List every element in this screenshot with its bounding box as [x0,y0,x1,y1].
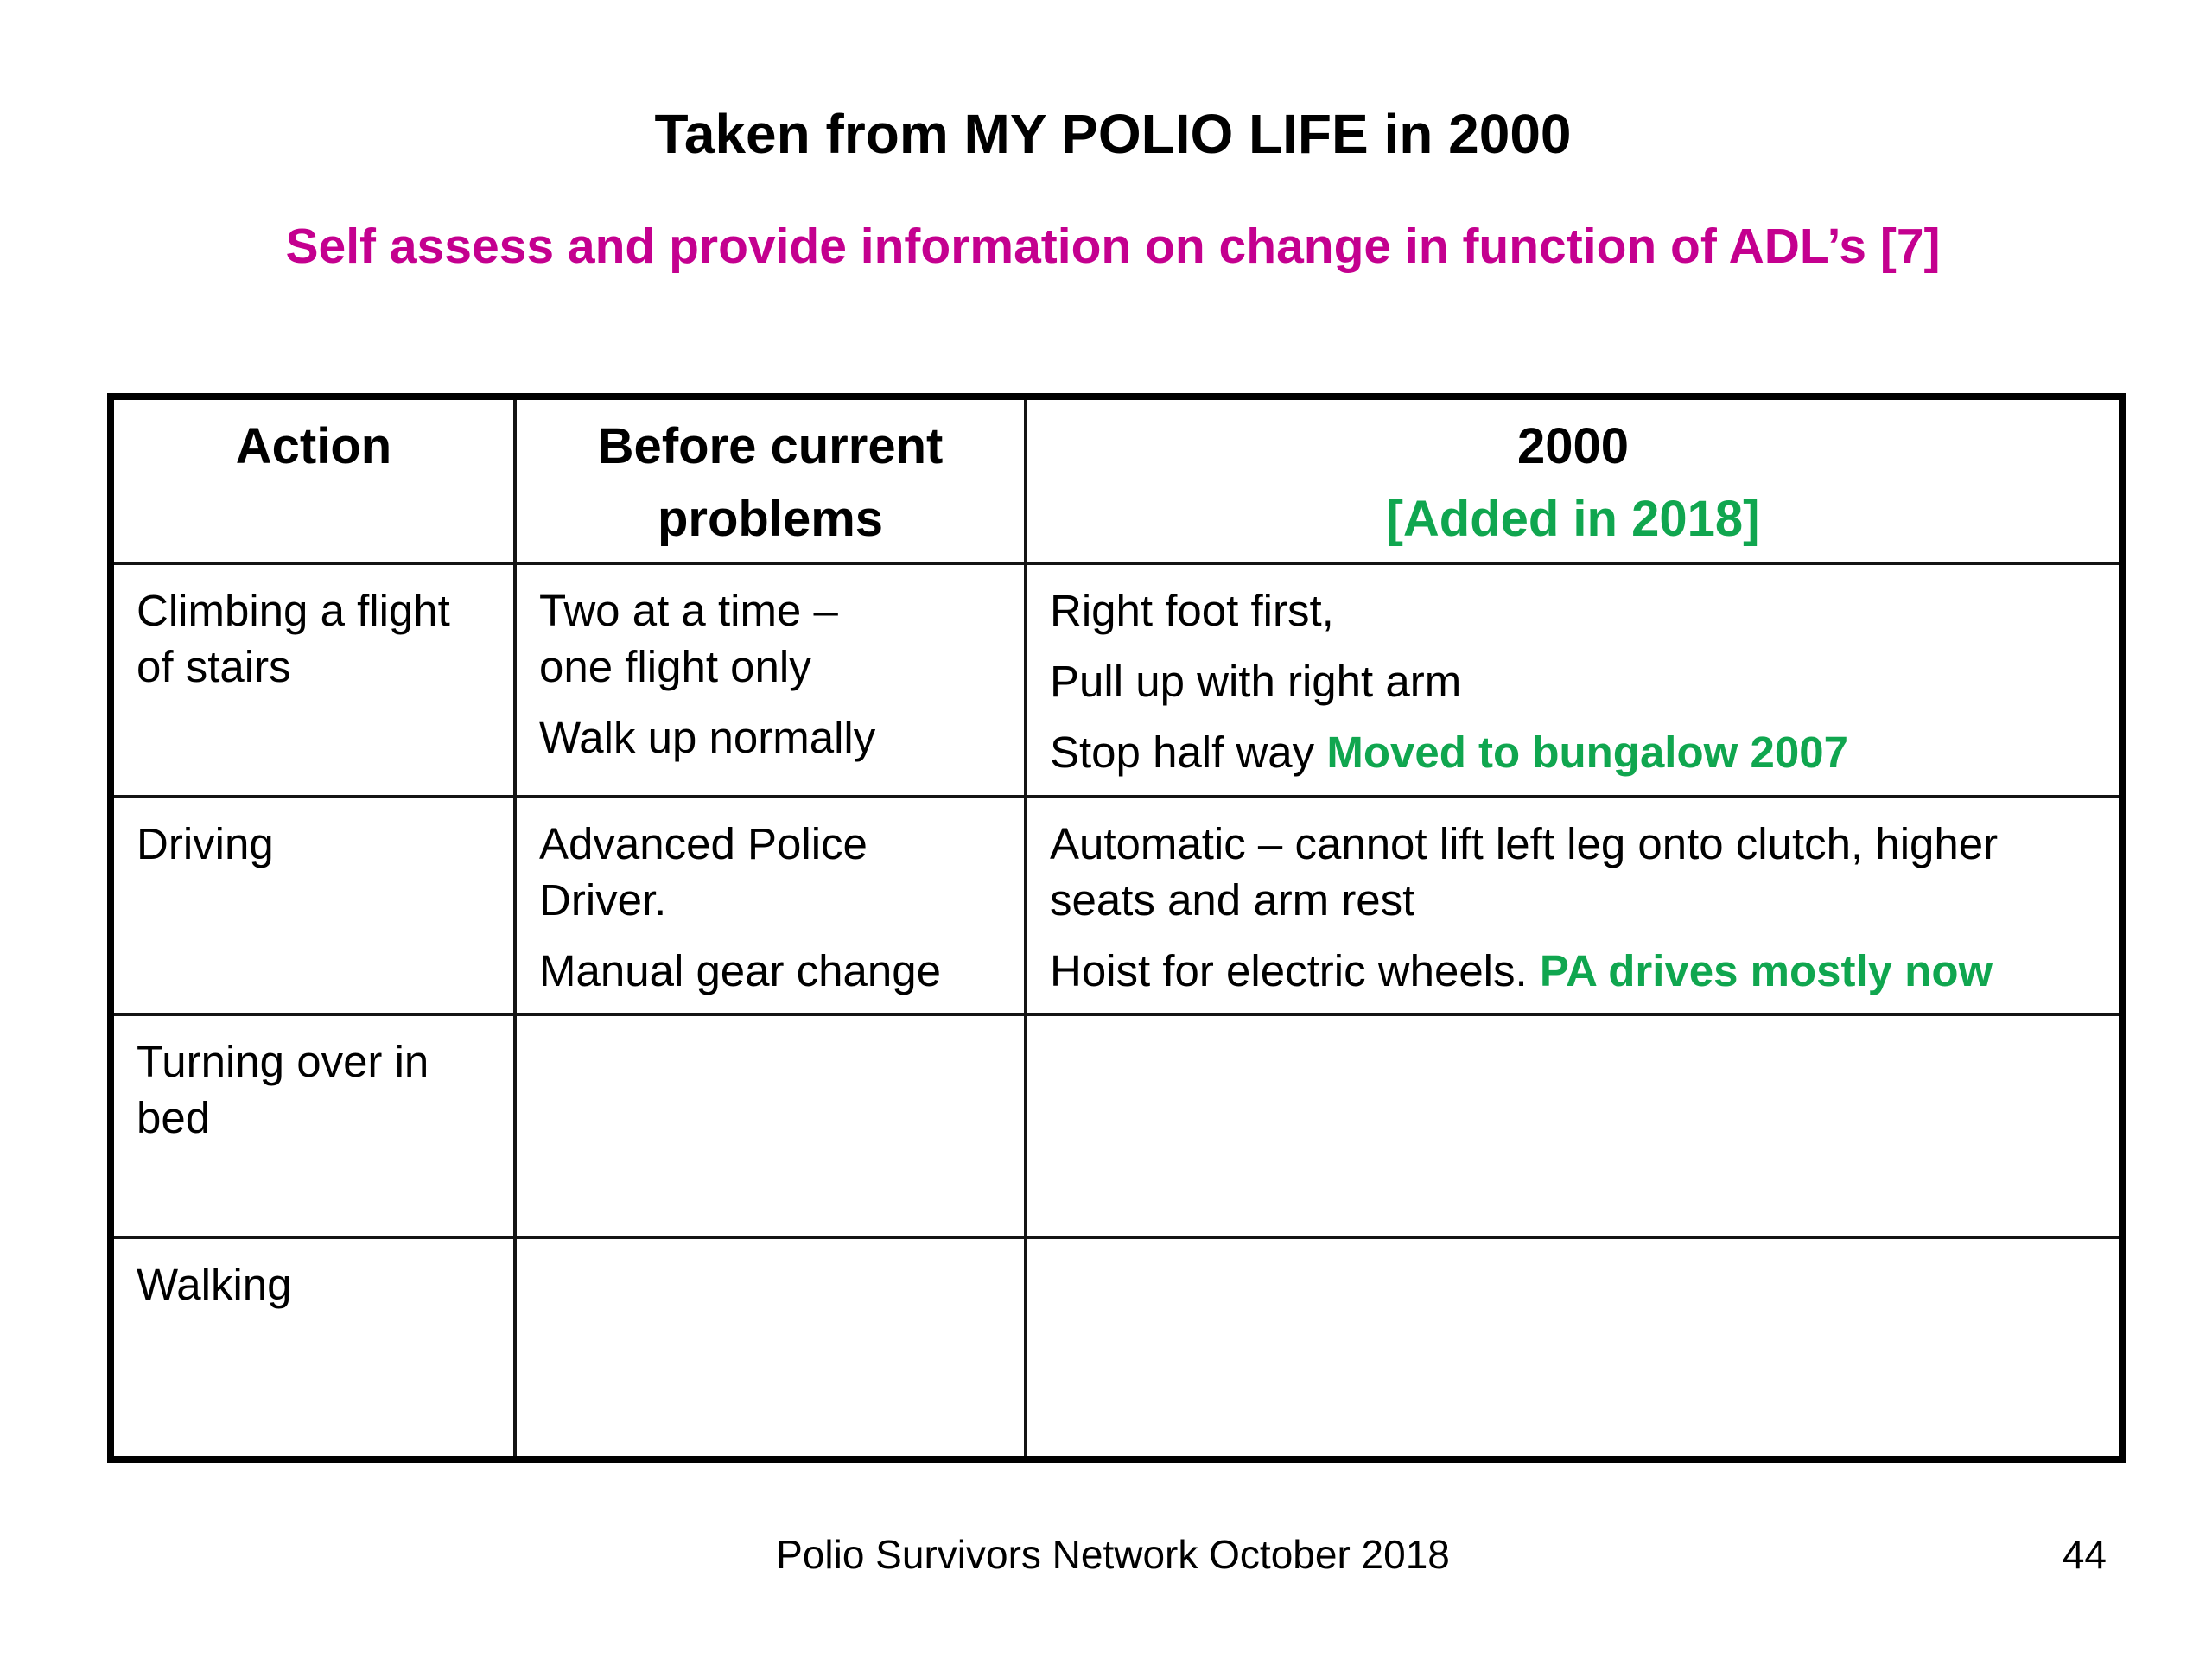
cell-before-turning-empty [513,1013,1027,1239]
table-row-walking: Walking [109,1236,2124,1461]
cell-paragraph: Right foot first, [1050,586,1334,635]
cell-paragraph: Two at a time – one flight only [539,586,838,691]
header-cell-before: Before current problems [513,395,1027,565]
table-row-turning: Turning over in bed [109,1013,2124,1239]
cell-2000-turning-empty [1024,1013,2124,1239]
cell-paragraph: Climbing a flight of stairs [137,586,450,691]
cell-paragraph: Driving [137,819,274,868]
cell-action-climbing: Climbing a flight of stairs [109,562,517,798]
cell-2000-driving: Automatic – cannot lift left leg onto cl… [1024,795,2124,1016]
cell-paragraph: Stop half way Moved to bungalow 2007 [1050,728,1848,777]
cell-action-driving: Driving [109,795,517,1016]
slide-footer: Polio Survivors Network October 2018 44 [107,1531,2119,1578]
page-number: 44 [2062,1532,2107,1577]
cell-paragraph: Hoist for electric wheels. PA drives mos… [1050,946,1993,995]
cell-paragraph: Advanced Police Driver. [539,819,868,925]
header-cell-action: Action [109,395,517,565]
cell-2000-walking-empty [1024,1236,2124,1461]
cell-action-walking: Walking [109,1236,517,1461]
cell-before-driving: Advanced Police Driver. Manual gear chan… [513,795,1027,1016]
footer-text: Polio Survivors Network October 2018 [776,1532,1450,1577]
cell-paragraph: Turning over in bed [137,1037,429,1142]
header-label-2000: 2000 [1516,418,1630,474]
cell-paragraph: Walking [137,1260,292,1309]
header-added-2018-note: [Added in 2018] [1386,491,1760,547]
added-2018-note: Moved to bungalow 2007 [1326,728,1848,777]
cell-paragraph: Pull up with right arm [1050,657,1462,706]
cell-paragraph: Manual gear change [539,946,942,995]
header-label-before: Before current problems [597,418,944,547]
slide-title: Taken from MY POLIO LIFE in 2000 [654,103,1572,165]
cell-paragraph: Walk up normally [539,713,876,762]
cell-before-walking-empty [513,1236,1027,1461]
cell-before-climbing: Two at a time – one flight only Walk up … [513,562,1027,798]
added-2018-note: PA drives mostly now [1539,946,1993,995]
adl-function-table: Action Before current problems 2000 [Add… [107,393,2126,1463]
table-row-driving: Driving Advanced Police Driver. Manual g… [109,795,2124,1016]
table-row-climbing: Climbing a flight of stairs Two at a tim… [109,562,2124,798]
slide-subtitle: Self assess and provide information on c… [285,219,1941,274]
header-label-action: Action [235,418,392,474]
table-header-row: Action Before current problems 2000 [Add… [109,395,2124,565]
cell-paragraph: Automatic – cannot lift left leg onto cl… [1050,819,1999,925]
cell-action-turning: Turning over in bed [109,1013,517,1239]
header-cell-2000: 2000 [Added in 2018] [1024,395,2124,565]
cell-2000-climbing: Right foot first, Pull up with right arm… [1024,562,2124,798]
